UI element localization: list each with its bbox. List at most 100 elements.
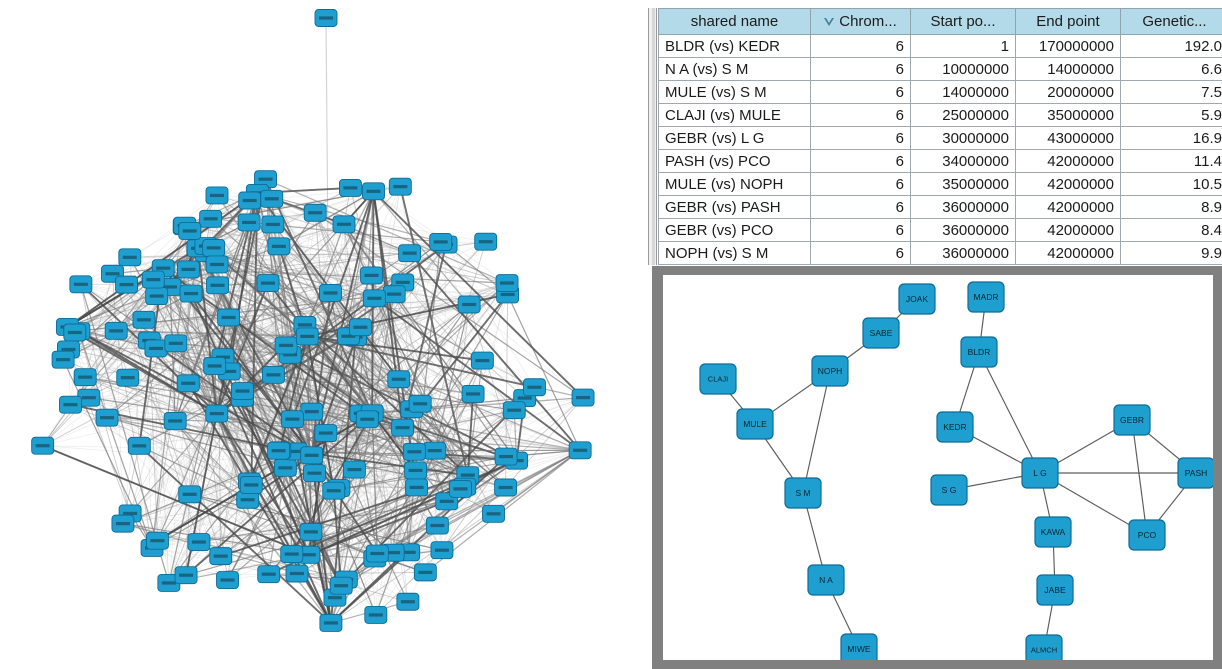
subnetwork-node[interactable]: S G (930, 474, 968, 506)
table-row[interactable]: GEBR (vs) L G 6 30000000 43000000 16.9 (658, 126, 1222, 150)
table-cell-end_point[interactable]: 42000000 (1015, 172, 1121, 196)
main-network-node[interactable] (429, 232, 453, 251)
main-network-node[interactable] (300, 446, 324, 465)
subnetwork-node[interactable]: MULE (736, 408, 774, 440)
table-cell-genetic[interactable]: 192.0 (1120, 34, 1222, 58)
main-network-node[interactable] (408, 394, 432, 413)
table-row[interactable]: GEBR (vs) PASH 6 36000000 42000000 8.9 (658, 195, 1222, 219)
main-network-node[interactable] (405, 478, 429, 497)
main-network-node[interactable] (295, 327, 319, 346)
table-cell-shared_name[interactable]: CLAJI (vs) MULE (658, 103, 811, 127)
subnetwork-node[interactable]: KEDR (936, 411, 974, 443)
table-cell-chromosome[interactable]: 6 (810, 195, 911, 219)
main-network-node[interactable] (132, 310, 156, 329)
main-network-node[interactable] (273, 458, 297, 477)
main-network-node[interactable] (115, 275, 138, 294)
main-network-node[interactable] (413, 563, 437, 582)
table-cell-chromosome[interactable]: 6 (810, 34, 911, 58)
main-network-node[interactable] (299, 522, 323, 541)
table-header-genetic[interactable]: Genetic... (1120, 8, 1222, 35)
main-network-node[interactable] (238, 191, 262, 210)
main-network-node[interactable] (322, 481, 346, 500)
main-network-node[interactable] (116, 368, 140, 387)
main-network-node[interactable] (362, 182, 385, 201)
main-network-node[interactable] (209, 547, 233, 566)
table-cell-start_point[interactable]: 10000000 (910, 57, 1016, 81)
table-cell-genetic[interactable]: 8.4 (1120, 218, 1222, 242)
table-header-row[interactable]: shared name Chrom... Start po... End point G… (658, 8, 1222, 35)
subnetwork-node[interactable]: S M (784, 477, 822, 509)
main-network-node[interactable] (145, 287, 169, 306)
main-network-node[interactable] (398, 244, 422, 263)
main-network-node[interactable] (260, 189, 284, 208)
table-cell-genetic[interactable]: 7.5 (1120, 80, 1222, 104)
main-network-node[interactable] (51, 350, 75, 369)
main-network-node[interactable] (205, 404, 229, 423)
table-cell-shared_name[interactable]: GEBR (vs) L G (658, 126, 811, 150)
subnetwork-node[interactable]: PCO (1128, 519, 1166, 551)
table-row[interactable]: BLDR (vs) KEDR 6 1 170000000 192.0 (658, 34, 1222, 58)
main-network-node[interactable] (448, 479, 472, 498)
main-network-node[interactable] (404, 461, 428, 480)
table-cell-start_point[interactable]: 34000000 (910, 149, 1016, 173)
main-network-node[interactable] (217, 308, 241, 327)
main-network-node[interactable] (314, 424, 338, 443)
table-row[interactable]: CLAJI (vs) MULE 6 25000000 35000000 5.9 (658, 103, 1222, 127)
main-network-node[interactable] (95, 408, 119, 427)
main-network-node[interactable] (364, 605, 388, 624)
subnetwork-node[interactable]: GEBR (1113, 404, 1151, 436)
main-network-node[interactable] (502, 401, 526, 420)
main-network-node[interactable] (423, 441, 447, 460)
table-cell-chromosome[interactable]: 6 (810, 126, 911, 150)
main-network-node[interactable] (216, 571, 239, 589)
table-cell-chromosome[interactable]: 6 (810, 172, 911, 196)
main-network-node[interactable] (254, 170, 277, 189)
table-cell-chromosome[interactable]: 6 (810, 218, 911, 242)
main-network-node[interactable] (118, 248, 142, 267)
table-cell-start_point[interactable]: 35000000 (910, 172, 1016, 196)
main-network-node[interactable] (237, 213, 261, 232)
main-network-node[interactable] (338, 178, 362, 197)
table-cell-genetic[interactable]: 8.9 (1120, 195, 1222, 219)
subnetwork-node[interactable]: BLDR (960, 336, 998, 368)
main-network-node[interactable] (461, 385, 485, 403)
main-network-node[interactable] (267, 237, 291, 256)
main-network-node[interactable] (430, 541, 454, 560)
main-network-node[interactable] (257, 565, 281, 584)
main-network-node[interactable] (360, 266, 384, 285)
main-network-node[interactable] (73, 368, 97, 387)
table-row[interactable]: NOPH (vs) S M 6 36000000 42000000 9.9 (658, 241, 1222, 265)
table-cell-end_point[interactable]: 42000000 (1015, 218, 1121, 242)
main-network-node[interactable] (178, 485, 202, 504)
table-cell-end_point[interactable]: 14000000 (1015, 57, 1121, 81)
main-network-node[interactable] (63, 323, 87, 342)
main-network-node[interactable] (178, 222, 202, 240)
main-network-node[interactable] (144, 339, 168, 358)
table-cell-end_point[interactable]: 42000000 (1015, 149, 1121, 173)
main-network-node[interactable] (402, 442, 426, 461)
main-network-node[interactable] (303, 203, 327, 222)
table-cell-end_point[interactable]: 42000000 (1015, 241, 1121, 265)
edge-table[interactable]: shared name Chrom... Start po... End point G… (658, 8, 1222, 265)
subnetwork-node[interactable]: MADR (967, 281, 1005, 313)
main-network-node[interactable] (261, 365, 285, 384)
subnetwork-panel[interactable]: CLAJI MULE NOPH SABE JOAK S M N A MIWE MADR BLDR K… (652, 266, 1222, 669)
edge-table-panel[interactable]: shared name Chrom... Start po... End point G… (648, 8, 1222, 265)
main-network-node[interactable] (355, 410, 379, 429)
main-network-node[interactable] (69, 275, 93, 294)
table-cell-end_point[interactable]: 170000000 (1015, 34, 1121, 58)
main-network-node[interactable] (231, 382, 254, 401)
main-network-node[interactable] (396, 592, 420, 611)
table-cell-chromosome[interactable]: 6 (810, 241, 911, 265)
main-network-node[interactable] (163, 412, 187, 430)
table-cell-shared_name[interactable]: GEBR (vs) PASH (658, 195, 811, 219)
table-row[interactable]: GEBR (vs) PCO 6 36000000 42000000 8.4 (658, 218, 1222, 242)
main-network-node[interactable] (388, 177, 412, 196)
main-network-node[interactable] (470, 351, 494, 370)
main-network-node[interactable] (319, 613, 343, 632)
subnetwork-node[interactable]: MIWE (840, 633, 878, 660)
table-cell-start_point[interactable]: 36000000 (910, 218, 1016, 242)
main-network-node[interactable] (332, 215, 356, 234)
subnetwork-edge[interactable] (802, 370, 831, 494)
main-network-node[interactable] (571, 388, 595, 407)
